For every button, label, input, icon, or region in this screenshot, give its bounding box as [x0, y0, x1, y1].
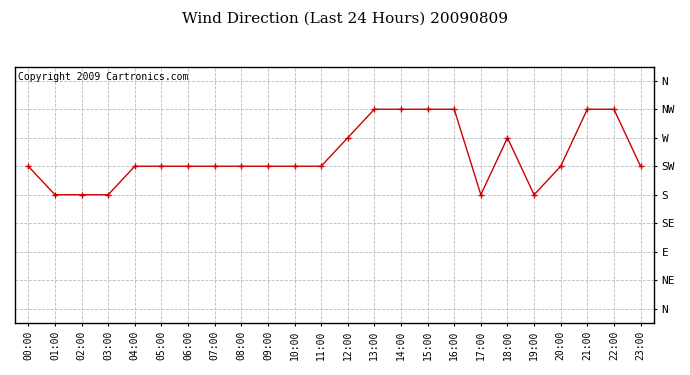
Text: Copyright 2009 Cartronics.com: Copyright 2009 Cartronics.com	[18, 72, 188, 82]
Text: Wind Direction (Last 24 Hours) 20090809: Wind Direction (Last 24 Hours) 20090809	[182, 11, 508, 25]
